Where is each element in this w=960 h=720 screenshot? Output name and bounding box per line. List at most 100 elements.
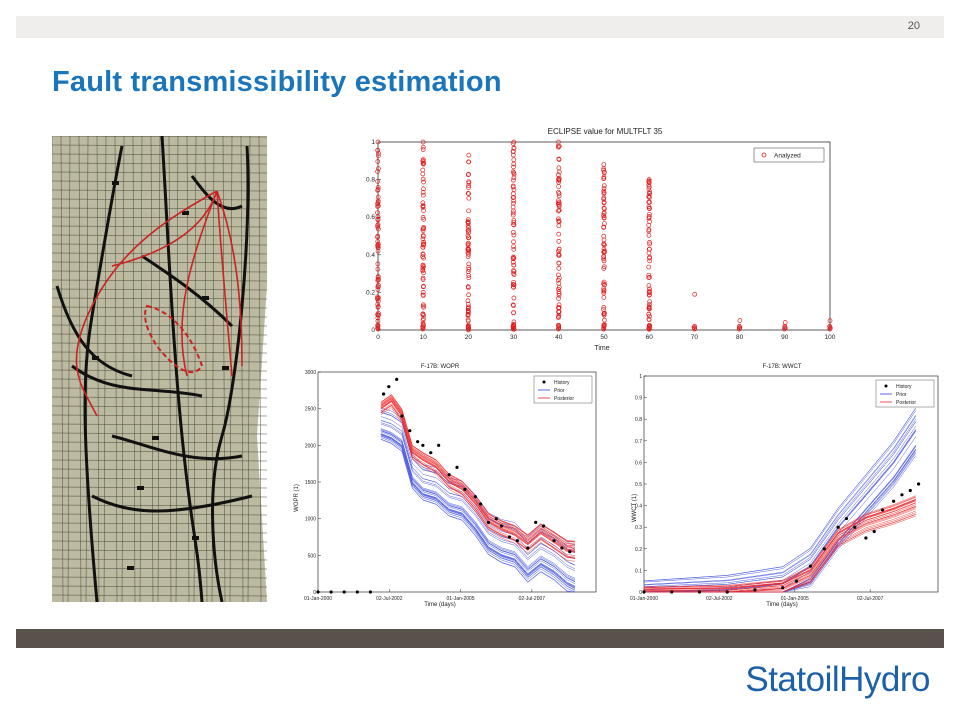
grid-line [51, 297, 268, 300]
data-point [647, 292, 652, 297]
data-point [375, 187, 380, 193]
legend-marker [542, 380, 546, 384]
data-point [511, 244, 516, 250]
history-point [541, 524, 546, 528]
data-point [646, 264, 652, 270]
data-point [511, 164, 516, 170]
data-point [692, 291, 698, 297]
data-point [465, 223, 471, 229]
data-point [466, 275, 472, 281]
history-point [534, 520, 538, 524]
data-point [511, 222, 516, 227]
grid-line [51, 441, 268, 444]
y-tick-label: 0.8 [635, 417, 642, 423]
legend-box [533, 375, 593, 404]
grid-line [51, 252, 268, 255]
data-point [511, 170, 517, 176]
data-point [375, 210, 380, 216]
data-point [375, 159, 381, 164]
data-point [646, 194, 652, 200]
data-point [511, 232, 517, 238]
history-point [552, 539, 556, 543]
data-point [647, 240, 652, 245]
data-point [556, 239, 562, 244]
grid-line [121, 135, 125, 603]
plot-area [643, 375, 939, 593]
data-point [466, 171, 471, 177]
data-point [511, 322, 517, 327]
prior-ensemble-line [380, 429, 576, 580]
prior-ensemble-line [380, 422, 576, 570]
history-point [642, 590, 646, 594]
data-point [511, 161, 517, 167]
data-point [511, 255, 517, 261]
data-point [511, 239, 516, 245]
history-point [900, 493, 904, 497]
data-point [646, 283, 652, 288]
data-point [647, 241, 652, 247]
history-point [836, 525, 840, 529]
history-point [794, 579, 799, 583]
data-point [466, 240, 471, 246]
history-point [880, 508, 885, 512]
data-point [510, 229, 516, 235]
history-point [342, 590, 346, 594]
data-point [556, 172, 561, 178]
grid-line [51, 234, 268, 237]
data-point [556, 218, 561, 224]
data-point [556, 272, 561, 278]
x-tick-label: 30 [510, 334, 518, 341]
data-point [556, 266, 562, 271]
data-point [511, 200, 516, 206]
y-tick-label: 0.2 [635, 547, 642, 553]
prior-ensemble-line [643, 416, 917, 586]
legend-label: Prior [896, 392, 907, 398]
history-point [416, 440, 420, 444]
data-point [465, 254, 471, 260]
history-point [421, 443, 425, 447]
data-point [375, 323, 381, 328]
data-point [420, 214, 426, 220]
fault-trace [190, 175, 243, 211]
y-tick-label: 0.4 [635, 504, 642, 510]
data-point [375, 284, 381, 290]
grid-line [96, 135, 100, 603]
grid-line [51, 585, 268, 588]
data-point [375, 187, 381, 192]
data-point [602, 317, 607, 323]
data-point [376, 203, 381, 209]
legend-label: History [896, 384, 912, 390]
data-point [511, 177, 516, 183]
posterior-ensemble-line [644, 508, 916, 593]
history-point [381, 392, 386, 396]
data-point [511, 269, 517, 274]
data-point [556, 157, 562, 162]
posterior-ensemble-line [643, 500, 916, 590]
chart-title: F-17B: WWCT [763, 364, 802, 370]
history-point [916, 482, 921, 486]
data-point [465, 217, 471, 223]
fault-trace [55, 285, 133, 378]
data-point [466, 265, 471, 270]
data-point [782, 323, 788, 329]
grid-line [51, 378, 268, 381]
history-point [844, 516, 849, 521]
data-point [646, 180, 652, 185]
data-point [420, 139, 426, 145]
history-point [853, 525, 857, 529]
data-point [420, 144, 426, 150]
data-point [421, 217, 427, 222]
grid-line [51, 594, 268, 597]
data-point [827, 323, 832, 329]
grid-line [51, 198, 268, 201]
prior-ensemble-line [380, 430, 576, 582]
posterior-ensemble-line [643, 502, 916, 591]
data-point [376, 166, 381, 171]
data-point [511, 222, 517, 228]
prior-ensemble-line [380, 437, 576, 593]
data-point [602, 221, 607, 226]
data-point [420, 275, 426, 281]
red-fault-trace [75, 190, 218, 417]
y-tick-label: 0.2 [366, 289, 375, 296]
data-point [556, 296, 561, 301]
